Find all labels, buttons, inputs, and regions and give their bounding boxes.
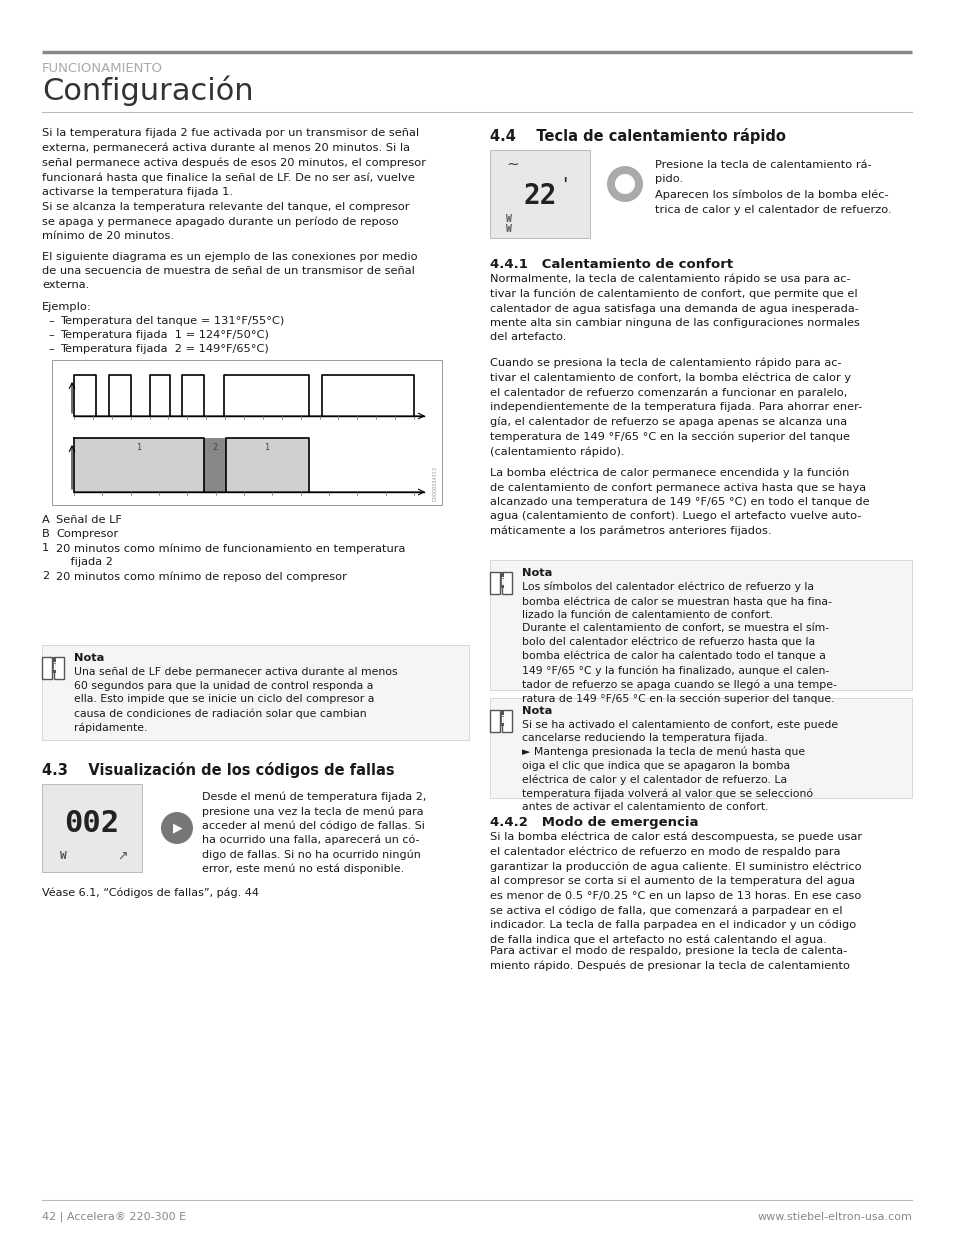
Text: Si la temperatura fijada 2 fue activada por un transmisor de señal
externa, perm: Si la temperatura fijada 2 fue activada … [42,128,426,196]
Text: ↗: ↗ [117,850,128,862]
Text: i: i [499,715,503,725]
Text: D0000034313: D0000034313 [433,466,437,501]
Bar [52,657,56,673]
Text: 1: 1 [136,443,141,452]
Bar [490,710,499,732]
Text: ∼: ∼ [505,157,518,172]
Text: Compresor: Compresor [56,529,118,538]
Text: Nota: Nota [74,653,104,663]
Text: Configuración: Configuración [42,75,253,105]
Text: Nota: Nota [521,706,552,716]
Text: Señal de LF: Señal de LF [56,515,122,525]
Circle shape [615,174,635,194]
Text: 22: 22 [522,182,557,210]
Text: 2: 2 [42,571,49,580]
Bar [42,657,52,679]
Text: Aparecen los símbolos de la bomba eléc-
trica de calor y el calentador de refuer: Aparecen los símbolos de la bomba eléc- … [655,190,891,215]
Text: B: B [42,529,50,538]
Text: Los símbolos del calentador eléctrico de refuerzo y la
bomba eléctrica de calor : Los símbolos del calentador eléctrico de… [521,582,836,704]
Text: W
W: W W [505,215,512,233]
Text: ▶: ▶ [173,821,183,835]
Text: Cuando se presiona la tecla de calentamiento rápido para ac-
tivar el calentamie: Cuando se presiona la tecla de calentami… [490,358,862,457]
Text: El siguiente diagrama es un ejemplo de las conexiones por medio
de una secuencia: El siguiente diagrama es un ejemplo de l… [42,252,417,290]
Text: –: – [48,330,53,340]
Circle shape [606,165,642,203]
Text: Nota: Nota [521,568,552,578]
Bar [501,572,512,594]
Text: FUNCIONAMIENTO: FUNCIONAMIENTO [42,62,163,75]
Text: 20 minutos como mínimo de reposo del compresor: 20 minutos como mínimo de reposo del com… [56,571,347,582]
Text: ': ' [561,177,567,195]
Text: Temperatura fijada  1 = 124°F/50°C): Temperatura fijada 1 = 124°F/50°C) [60,330,269,340]
Text: 1: 1 [42,543,50,553]
Bar [42,645,469,740]
Bar [490,698,911,798]
Text: 4.3    Visualización de los códigos de fallas: 4.3 Visualización de los códigos de fall… [42,762,395,778]
Text: i: i [499,577,503,587]
Text: i: i [52,662,56,672]
Text: Ejemplo:: Ejemplo: [42,303,91,312]
Text: 1: 1 [264,443,270,452]
Text: www.stiebel-eltron-usa.com: www.stiebel-eltron-usa.com [757,1212,911,1221]
Text: 4.4.2   Modo de emergencia: 4.4.2 Modo de emergencia [490,816,698,829]
Text: Véase 6.1, “Códigos de fallas”, pág. 44: Véase 6.1, “Códigos de fallas”, pág. 44 [42,887,258,898]
Bar [501,710,512,732]
Bar [204,438,226,492]
Text: Normalmente, la tecla de calentamiento rápido se usa para ac-
tivar la función d: Normalmente, la tecla de calentamiento r… [490,274,859,342]
Text: 4.4    Tecla de calentamiento rápido: 4.4 Tecla de calentamiento rápido [490,128,785,144]
Text: Si la bomba eléctrica de calor está descompuesta, se puede usar
el calentador el: Si la bomba eléctrica de calor está desc… [490,832,862,946]
Text: Si se ha activado el calentamiento de confort, este puede
cancelarse reduciendo : Si se ha activado el calentamiento de co… [521,720,838,813]
Text: 4.4.1   Calentamiento de confort: 4.4.1 Calentamiento de confort [490,258,732,270]
Bar [490,572,499,594]
Text: Una señal de LF debe permanecer activa durante al menos
60 segundos para que la : Una señal de LF debe permanecer activa d… [74,667,397,732]
Text: Para activar el modo de respaldo, presione la tecla de calenta-
miento rápido. D: Para activar el modo de respaldo, presio… [490,946,849,971]
Text: A: A [42,515,50,525]
Text: Temperatura del tanque = 131°F/55°C): Temperatura del tanque = 131°F/55°C) [60,316,284,326]
Bar [499,572,503,588]
Circle shape [161,811,193,844]
Text: Presione la tecla de calentamiento rá-
pido.: Presione la tecla de calentamiento rá- p… [655,161,871,184]
Text: 002: 002 [65,809,119,839]
Text: 42 | Accelera® 220-300 E: 42 | Accelera® 220-300 E [42,1212,186,1223]
Text: Desde el menú de temperatura fijada 2,
presione una vez la tecla de menú para
ac: Desde el menú de temperatura fijada 2, p… [202,792,426,874]
Bar [499,710,503,726]
Text: 2: 2 [213,443,217,452]
Text: W: W [60,851,67,861]
Bar [52,359,441,505]
Bar [74,438,204,492]
Bar [54,657,64,679]
Bar [226,438,309,492]
Text: –: – [48,345,53,354]
Text: La bomba eléctrica de calor permanece encendida y la función
de calentamiento de: La bomba eléctrica de calor permanece en… [490,468,869,536]
Text: Temperatura fijada  2 = 149°F/65°C): Temperatura fijada 2 = 149°F/65°C) [60,345,269,354]
Bar [490,559,911,690]
Bar [42,784,142,872]
Text: Si se alcanza la temperatura relevante del tanque, el compresor
se apaga y perma: Si se alcanza la temperatura relevante d… [42,203,409,241]
Text: –: – [48,316,53,326]
Text: 20 minutos como mínimo de funcionamiento en temperatura
    fijada 2: 20 minutos como mínimo de funcionamiento… [56,543,405,567]
Bar [490,149,589,238]
